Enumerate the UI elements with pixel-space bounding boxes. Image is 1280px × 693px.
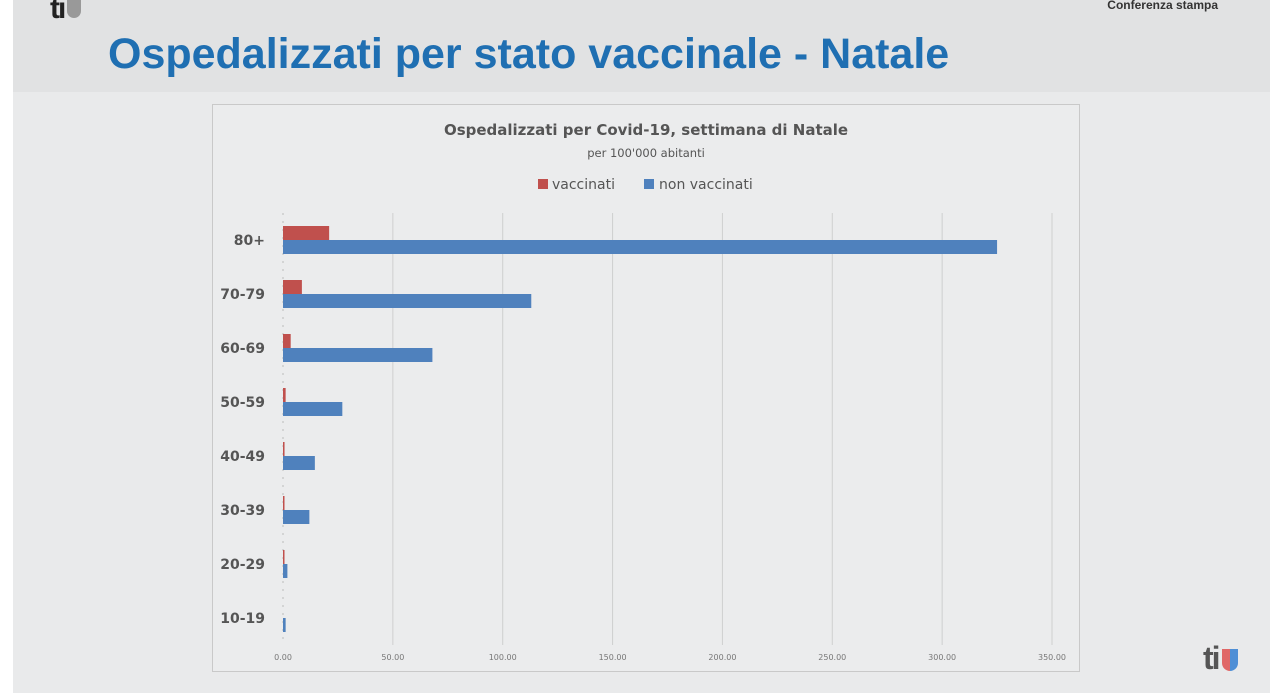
bar-vaccinati bbox=[283, 388, 286, 402]
y-category-label: 60-69 bbox=[220, 341, 265, 357]
legend-swatch-non-vaccinati bbox=[644, 179, 654, 189]
ticino-logo: ti bbox=[50, 0, 82, 26]
x-tick-label: 50.00 bbox=[381, 653, 404, 662]
shield-icon bbox=[1221, 649, 1238, 671]
x-tick-label: 300.00 bbox=[928, 653, 956, 662]
bar-non-vaccinati bbox=[283, 294, 532, 308]
x-tick-label: 150.00 bbox=[599, 653, 627, 662]
y-category-label: 10-19 bbox=[220, 611, 265, 627]
x-tick-label: 350.00 bbox=[1038, 653, 1066, 662]
bar-non-vaccinati bbox=[283, 240, 998, 254]
bar-non-vaccinati bbox=[283, 510, 310, 524]
bar-vaccinati bbox=[283, 496, 285, 510]
bar-non-vaccinati bbox=[283, 402, 343, 416]
y-category-label: 70-79 bbox=[220, 287, 265, 303]
slide-title: Ospedalizzati per stato vaccinale - Nata… bbox=[108, 30, 950, 78]
bar-non-vaccinati bbox=[283, 456, 315, 470]
y-category-label: 40-49 bbox=[220, 449, 265, 465]
slide-header: ti Conferenza stampa Ospedalizzati per s… bbox=[13, 0, 1270, 92]
bar-vaccinati bbox=[283, 334, 291, 348]
legend-label-vaccinati: vaccinati bbox=[552, 177, 615, 193]
bar-chart: Ospedalizzati per Covid-19, settimana di… bbox=[220, 121, 1066, 662]
x-tick-label: 0.00 bbox=[274, 653, 292, 662]
bar-vaccinati bbox=[283, 550, 285, 564]
y-category-label: 50-59 bbox=[220, 395, 265, 411]
y-category-label: 20-29 bbox=[220, 557, 265, 573]
chart-subtitle: per 100'000 abitanti bbox=[587, 146, 705, 160]
x-tick-label: 100.00 bbox=[489, 653, 517, 662]
chart-container: Ospedalizzati per Covid-19, settimana di… bbox=[212, 104, 1080, 672]
bar-vaccinati bbox=[283, 280, 302, 294]
slide: ti Conferenza stampa Ospedalizzati per s… bbox=[13, 0, 1270, 693]
logo-text: ti bbox=[50, 0, 66, 25]
shield-icon bbox=[67, 0, 82, 18]
chart-title: Ospedalizzati per Covid-19, settimana di… bbox=[444, 121, 848, 139]
bar-non-vaccinati bbox=[283, 348, 433, 362]
bar-non-vaccinati bbox=[283, 564, 288, 578]
bar-non-vaccinati bbox=[283, 618, 286, 632]
y-category-label: 80+ bbox=[234, 233, 265, 249]
bar-vaccinati bbox=[283, 226, 330, 240]
legend: vaccinati non vaccinati bbox=[538, 177, 753, 193]
bar-vaccinati bbox=[283, 442, 285, 456]
logo-text: ti bbox=[1203, 640, 1220, 676]
conference-label: Conferenza stampa bbox=[1107, 0, 1218, 12]
ticino-logo-bottom: ti bbox=[1203, 640, 1238, 677]
legend-swatch-vaccinati bbox=[538, 179, 548, 189]
y-category-label: 30-39 bbox=[220, 503, 265, 519]
x-tick-label: 200.00 bbox=[708, 653, 736, 662]
x-tick-label: 250.00 bbox=[818, 653, 846, 662]
legend-label-non-vaccinati: non vaccinati bbox=[659, 177, 753, 193]
